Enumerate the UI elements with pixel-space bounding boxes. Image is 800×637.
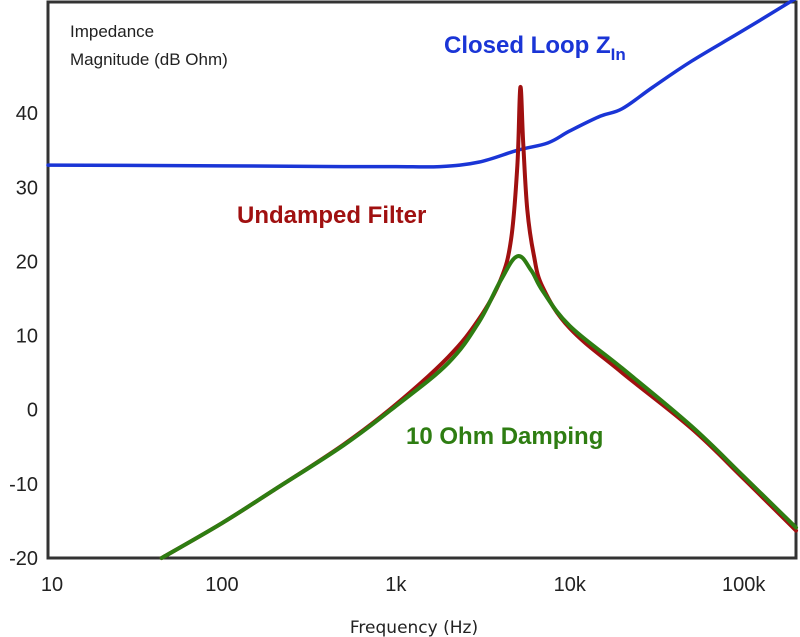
closed-loop-series-label: Closed Loop ZIn bbox=[444, 32, 626, 64]
y-tick-label: 0 bbox=[27, 400, 38, 422]
x-tick-label: 10k bbox=[554, 574, 587, 596]
y-tick-label: 40 bbox=[16, 103, 38, 125]
y-tick-label: -20 bbox=[9, 548, 38, 570]
x-tick-label: 1k bbox=[385, 574, 407, 596]
x-axis-title: Frequency (Hz) bbox=[350, 618, 478, 637]
x-tick-label: 10 bbox=[41, 574, 63, 596]
closed-loop-label-main: Closed Loop Z bbox=[444, 32, 611, 59]
y-tick-labels: 40 30 20 10 0 -10 -20 bbox=[9, 103, 38, 570]
closed-loop-label-subscript: In bbox=[611, 45, 626, 64]
x-tick-labels: 10 100 1k 10k 100k bbox=[41, 574, 766, 596]
y-tick-label: -10 bbox=[9, 474, 38, 496]
x-tick-label: 100k bbox=[722, 574, 766, 596]
closed-loop-series-line bbox=[46, 0, 797, 169]
y-tick-label: 10 bbox=[16, 326, 38, 348]
y-tick-label: 20 bbox=[16, 251, 38, 273]
damped-series-line bbox=[159, 254, 798, 560]
y-tick-label: 30 bbox=[16, 177, 38, 199]
y-axis-title-line-2: Magnitude (dB Ohm) bbox=[70, 50, 228, 69]
y-axis-title-line-1: Impedance bbox=[70, 22, 154, 41]
damped-series-label: 10 Ohm Damping bbox=[406, 423, 603, 450]
series-lines bbox=[46, 0, 798, 560]
x-tick-label: 100 bbox=[205, 574, 238, 596]
plot-frame bbox=[46, 0, 798, 560]
undamped-series-label: Undamped Filter bbox=[237, 202, 426, 229]
